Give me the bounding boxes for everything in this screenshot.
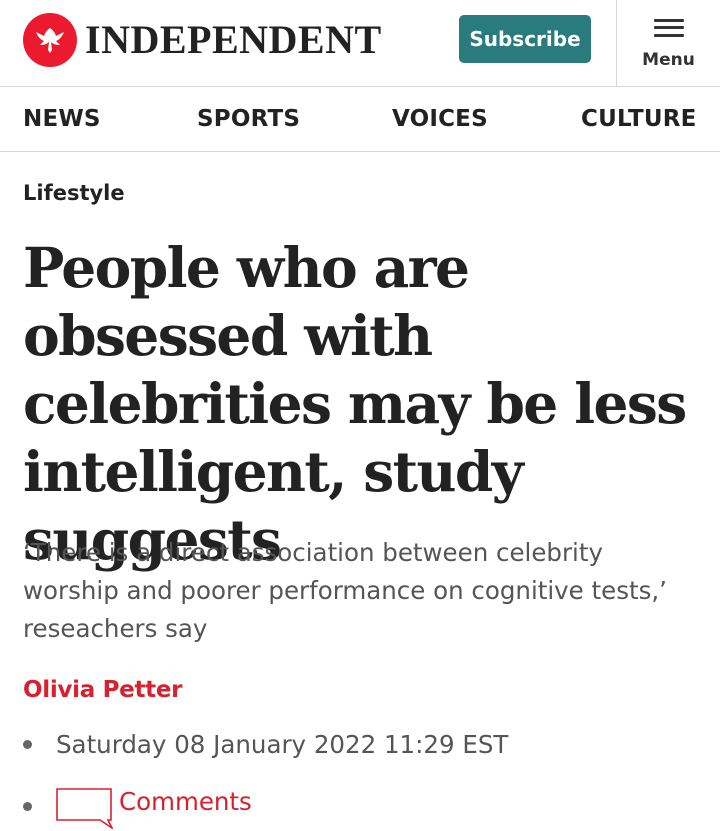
nav-item-news[interactable]: NEWS (23, 106, 101, 132)
author-link[interactable]: Olivia Petter (23, 677, 183, 703)
hamburger-icon (653, 18, 684, 37)
eagle-icon (23, 13, 77, 67)
section-label[interactable]: Lifestyle (23, 181, 125, 205)
menu-button[interactable]: Menu (616, 0, 720, 86)
nav-item-sports[interactable]: SPORTS (197, 106, 301, 132)
bullet-icon (23, 802, 32, 811)
publish-date-row: Saturday 08 January 2022 11:29 EST (23, 730, 508, 759)
comments-link[interactable]: Comments (119, 787, 252, 816)
site-header: INDEPENDENT Subscribe Menu (0, 0, 720, 87)
site-logo[interactable]: INDEPENDENT (23, 13, 382, 67)
subscribe-button[interactable]: Subscribe (459, 15, 591, 63)
nav-item-voices[interactable]: VOICES (392, 106, 488, 132)
logo-wordmark: INDEPENDENT (85, 17, 382, 62)
nav-item-culture[interactable]: CULTURE (581, 106, 697, 132)
menu-label: Menu (642, 49, 695, 70)
comments-row[interactable]: Comments (23, 784, 252, 829)
article-headline: People who are obsessed with celebrities… (23, 235, 687, 572)
section-nav: NEWS SPORTS VOICES CULTURE (0, 87, 720, 152)
bullet-icon (23, 740, 32, 749)
comment-bubble-icon[interactable] (56, 788, 113, 829)
article-standfirst: ‘There is a direct association between c… (23, 538, 667, 643)
publish-date: Saturday 08 January 2022 11:29 EST (56, 730, 509, 759)
